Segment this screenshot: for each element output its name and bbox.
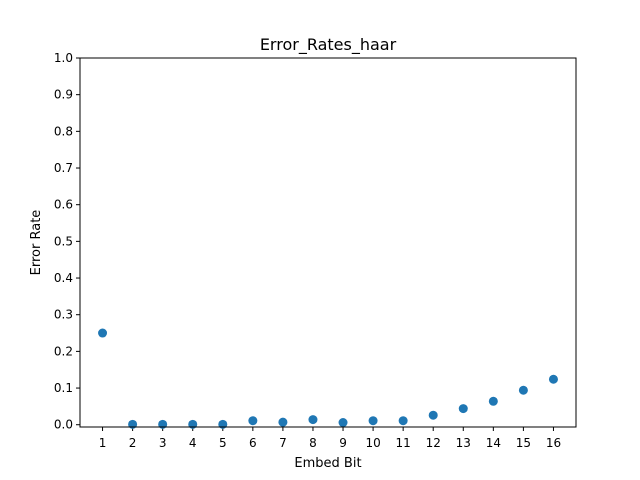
x-tick-label: 4 — [189, 436, 197, 450]
y-tick-label: 0.3 — [54, 308, 73, 322]
data-point — [398, 416, 408, 426]
data-point — [98, 328, 108, 338]
data-point — [548, 374, 558, 384]
x-tick-label: 1 — [99, 436, 107, 450]
data-point — [488, 396, 498, 406]
y-tick-label: 1.0 — [54, 51, 73, 65]
data-point — [128, 419, 138, 429]
y-tick-label: 0.4 — [54, 271, 73, 285]
x-tick-label: 8 — [309, 436, 317, 450]
x-tick-label: 10 — [365, 436, 380, 450]
chart-title: Error_Rates_haar — [260, 35, 397, 55]
data-point — [308, 415, 318, 425]
y-tick-label: 0.2 — [54, 344, 73, 358]
plot-frame — [79, 57, 577, 428]
x-tick-label: 5 — [219, 436, 227, 450]
x-tick-label: 14 — [486, 436, 501, 450]
data-point — [248, 416, 258, 426]
x-tick-label: 11 — [396, 436, 411, 450]
data-point — [458, 404, 468, 414]
x-tick-label: 13 — [456, 436, 471, 450]
y-tick-label: 0.0 — [54, 418, 73, 432]
x-tick-label: 6 — [249, 436, 257, 450]
x-tick-label: 15 — [516, 436, 531, 450]
y-tick-label: 0.5 — [54, 234, 73, 248]
data-point — [338, 418, 348, 428]
data-point — [368, 416, 378, 426]
data-points — [98, 328, 558, 429]
data-point — [428, 410, 438, 420]
x-tick-label: 12 — [426, 436, 441, 450]
y-tick-label: 0.9 — [54, 88, 73, 102]
x-tick-label: 16 — [546, 436, 561, 450]
x-tick-label: 3 — [159, 436, 167, 450]
y-tick-label: 0.8 — [54, 124, 73, 138]
y-tick-label: 0.6 — [54, 198, 73, 212]
y-axis-label: Error Rate — [29, 210, 44, 276]
y-tick-label: 0.7 — [54, 161, 73, 175]
data-point — [278, 417, 288, 427]
data-point — [218, 419, 228, 429]
x-tick-label: 9 — [339, 436, 347, 450]
x-tick-label: 7 — [279, 436, 287, 450]
data-point — [188, 419, 198, 429]
tick-layer: 1 2 3 4 5 6 7 8 9 10 11 12 13 14 15 160.00.10.20.30.40.… — [54, 51, 561, 450]
data-point — [518, 385, 528, 395]
x-axis-label: Embed Bit — [294, 456, 361, 471]
y-tick-label: 0.1 — [54, 381, 73, 395]
data-point — [158, 419, 168, 429]
x-tick-label: 2 — [129, 436, 137, 450]
